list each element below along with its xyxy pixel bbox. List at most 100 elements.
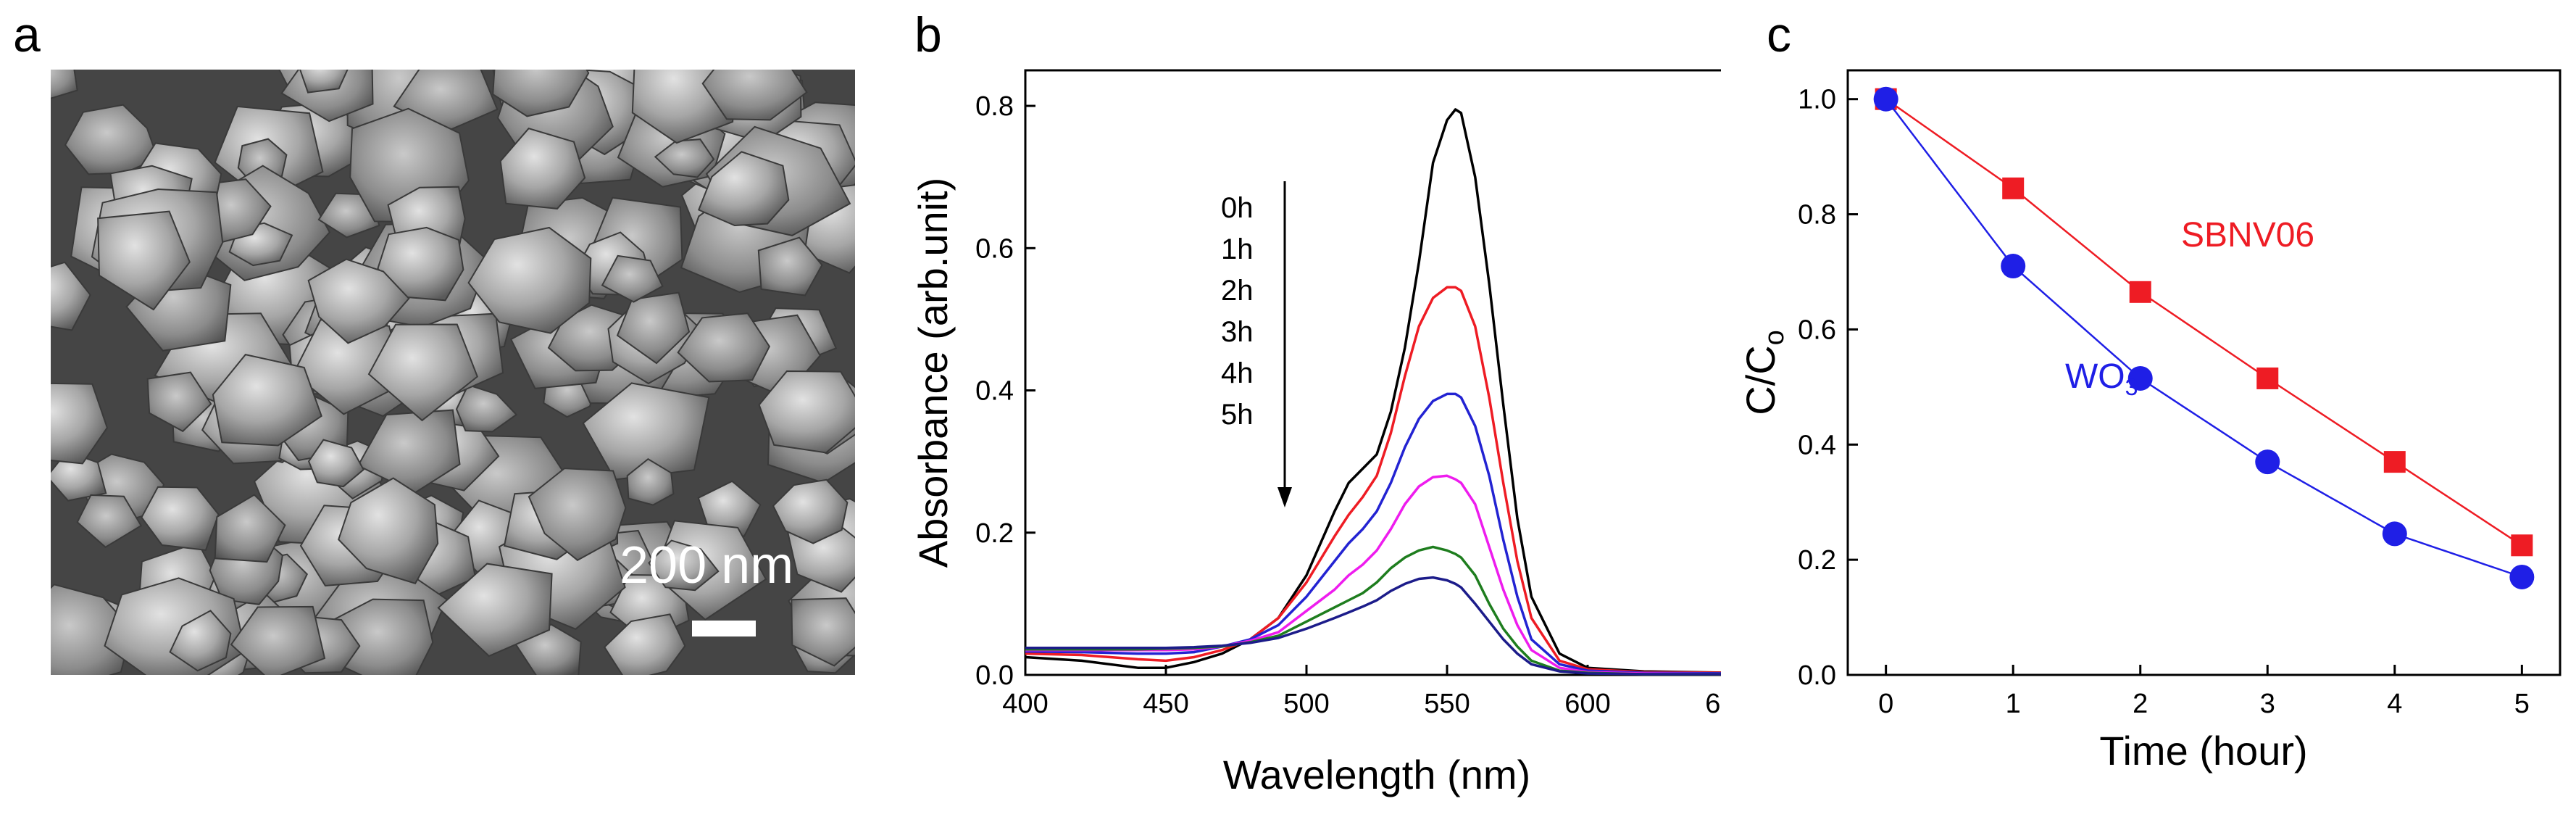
data-point-WO3 — [2509, 564, 2535, 589]
legend-2h: 2h — [1221, 275, 1254, 307]
sem-grain — [51, 584, 133, 675]
sem-grain — [499, 128, 586, 210]
y-tick-label: 0.6 — [975, 233, 1014, 264]
sem-grain — [654, 138, 715, 178]
data-point-WO3 — [2001, 254, 2026, 279]
plot-frame — [1846, 69, 2562, 676]
x-tick-label: 550 — [1424, 689, 1470, 719]
sem-grain — [307, 439, 364, 488]
y-tick-label: 0.8 — [1798, 200, 1836, 231]
degradation-chart: 0 1 2 3 4 5 0.0 0.2 0.4 0.6 0.8 1.0 C/Co Time (hour… — [1738, 69, 2562, 774]
sem-grain — [701, 70, 808, 121]
x-tick-label: 3 — [2260, 689, 2275, 719]
spectrum-line-3h — [1025, 474, 1721, 676]
x-tick-label: 450 — [1143, 689, 1188, 719]
fit-line-SBNV06 — [1885, 98, 2522, 547]
spectrum-line-0h — [1025, 108, 1721, 674]
absorbance-chart: 400 450 500 550 600 650 0.0 0.2 0.4 0.6 0.8 Absorb… — [910, 69, 1721, 797]
x-axis-label: Time (hour) — [2099, 728, 2307, 774]
sem-grain — [51, 70, 78, 99]
data-point-WO3 — [1873, 86, 1898, 112]
scale-bar — [692, 621, 756, 636]
time-arrow — [1277, 181, 1292, 507]
sem-grain — [212, 353, 322, 447]
data-point-WO3 — [2255, 449, 2280, 475]
y-tick-label: 0.0 — [1798, 660, 1836, 691]
sem-grain — [338, 477, 439, 584]
panel-label-a: a — [13, 7, 41, 62]
x-tick-label: 500 — [1283, 689, 1329, 719]
sem-grain — [76, 494, 143, 549]
sem-grain — [299, 70, 349, 94]
x-tick-label: 2 — [2133, 689, 2148, 719]
sem-grain — [616, 291, 691, 365]
sem-grain — [146, 371, 212, 433]
spectrum-line-2h — [1025, 392, 1721, 675]
sem-micrograph — [51, 70, 855, 675]
sem-grain — [437, 563, 553, 658]
data-point-SBNV06 — [2002, 177, 2025, 199]
sem-grain — [467, 226, 592, 334]
scale-bar-label: 200 nm — [620, 536, 794, 594]
spectrum-line-4h — [1025, 545, 1721, 676]
legend-3h: 3h — [1221, 316, 1254, 348]
sem-grain — [626, 457, 675, 506]
x-tick-label: 4 — [2387, 689, 2402, 719]
sem-grain — [772, 478, 849, 544]
data-point-SBNV06 — [2383, 451, 2406, 473]
data-point-WO3 — [2382, 521, 2407, 547]
y-axis-label: Absorbance (arb.unit) — [910, 178, 956, 568]
x-tick-label: 5 — [2514, 689, 2530, 719]
wo3-label-subscript: 3 — [2125, 374, 2138, 400]
sem-grain — [367, 323, 478, 422]
time-legend: 0h 1h 2h 3h 4h 5h — [1221, 192, 1254, 431]
y-tick-label: 0.6 — [1798, 315, 1836, 345]
sem-grain — [603, 613, 686, 675]
sem-grain — [51, 382, 109, 465]
spectrum-line-1h — [1025, 286, 1721, 674]
sem-grain — [97, 210, 191, 311]
legend-0h: 0h — [1221, 192, 1254, 224]
data-point-SBNV06 — [2511, 534, 2533, 557]
x-tick-label: 0 — [1878, 689, 1893, 719]
sem-grain — [141, 486, 220, 551]
y-axis-label-subscript: o — [1759, 330, 1790, 345]
x-axis-label: Wavelength (nm) — [1223, 752, 1530, 797]
data-point-SBNV06 — [2256, 367, 2279, 389]
data-point-SBNV06 — [2129, 281, 2151, 303]
wo3-label-main: WO — [2065, 357, 2125, 396]
x-tick-label: 1 — [2006, 689, 2021, 719]
y-tick-label: 1.0 — [1798, 85, 1836, 115]
sem-grain — [455, 383, 518, 433]
y-tick-label: 0.2 — [975, 518, 1014, 549]
sem-grain — [648, 539, 720, 592]
legend-4h: 4h — [1221, 357, 1254, 389]
sem-grain — [757, 236, 823, 296]
panel-label-c: c — [1767, 7, 1791, 62]
spectrum-line-5h — [1025, 576, 1721, 676]
sem-grain — [677, 312, 771, 383]
y-axis-label: C/Co — [1738, 330, 1790, 415]
y-tick-label: 0.4 — [1798, 430, 1836, 460]
sem-grain — [214, 494, 286, 563]
sem-grain — [51, 261, 91, 331]
y-axis-label-main: C/C — [1738, 345, 1783, 415]
sem-grain — [377, 226, 464, 302]
y-tick-label: 0.2 — [1798, 545, 1836, 576]
sem-grain — [331, 598, 434, 675]
sem-grain — [492, 70, 590, 117]
sem-grain — [698, 151, 790, 227]
data-point-WO3 — [2127, 365, 2153, 391]
legend-1h: 1h — [1221, 233, 1254, 265]
legend-5h: 5h — [1221, 399, 1254, 431]
sem-image-panel: 200 nm — [51, 70, 855, 675]
sbnv06-label: SBNV06 — [2181, 216, 2314, 254]
x-tick-label: 600 — [1564, 689, 1610, 719]
sem-grain — [758, 370, 855, 454]
sem-grain — [582, 382, 710, 481]
wo3-label: WO3 — [2065, 357, 2138, 400]
sem-grain — [791, 597, 855, 667]
sem-grain — [169, 610, 232, 672]
sem-grain — [601, 254, 664, 303]
x-tick-label: 650 — [1705, 689, 1721, 719]
